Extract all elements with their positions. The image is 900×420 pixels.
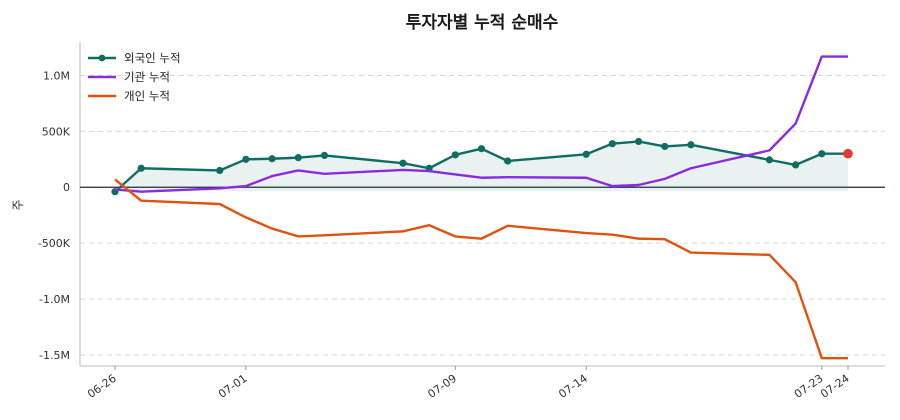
- x-tick-label: 07-14: [556, 372, 590, 401]
- data-point: [504, 157, 512, 165]
- data-point: [687, 141, 695, 149]
- data-point: [399, 159, 407, 167]
- data-point: [216, 166, 224, 175]
- y-tick-label: -1.5M: [39, 349, 70, 362]
- data-point: [242, 155, 250, 163]
- data-point: [608, 140, 616, 148]
- chart-title: 투자자별 누적 순매수: [406, 13, 559, 33]
- grid: [80, 75, 885, 356]
- y-tick-label: -500K: [38, 237, 71, 250]
- data-point: [818, 150, 826, 158]
- legend-marker: [98, 54, 106, 62]
- data-point: [765, 156, 774, 164]
- series: [111, 55, 853, 360]
- x-tick-label: 07-24: [818, 372, 852, 401]
- data-point: [661, 142, 669, 151]
- legend-label: 개인 누적: [124, 89, 170, 103]
- data-point: [792, 161, 800, 169]
- tick-labels: 1.0M 500K 0 -500K -1.0M -1.5M 06-26 07-01 07-09 0…: [38, 70, 852, 401]
- data-point: [451, 151, 459, 159]
- series-line: [114, 55, 848, 193]
- data-point: [268, 155, 276, 163]
- x-tick-label: 07-23: [792, 372, 826, 401]
- last-point-marker: [843, 148, 853, 159]
- x-tick-label: 06-26: [85, 372, 119, 401]
- x-tick-label: 07-09: [425, 372, 459, 401]
- data-point: [294, 154, 302, 162]
- data-point: [320, 151, 329, 159]
- data-point: [634, 137, 643, 146]
- y-tick-label: 500K: [42, 125, 71, 138]
- legend-label: 기관 누적: [124, 70, 170, 84]
- data-point: [582, 150, 590, 158]
- data-point: [137, 164, 145, 172]
- y-tick-label: -1.0M: [39, 293, 70, 306]
- x-tick-label: 07-01: [216, 372, 250, 401]
- y-tick-label: 1.0M: [43, 70, 70, 83]
- legend-label: 외국인 누적: [124, 51, 181, 65]
- series-line: [114, 178, 848, 360]
- y-tick-label: 0: [63, 181, 70, 194]
- y-axis-label: 주: [11, 199, 25, 210]
- data-point: [477, 145, 486, 153]
- axes: [79, 42, 885, 370]
